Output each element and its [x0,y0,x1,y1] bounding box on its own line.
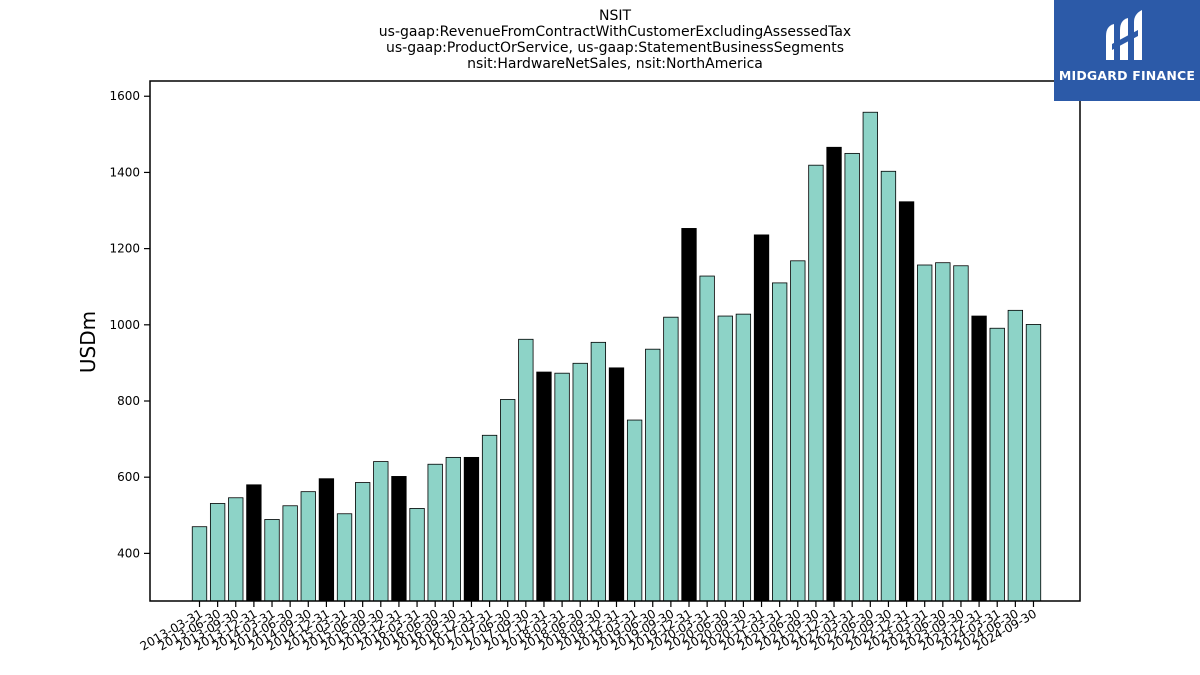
bar-2018-06-30 [572,362,588,602]
bar-2022-12-31 [898,201,915,602]
bar-2019-12-31 [681,228,697,602]
bar-2017-06-30 [500,399,516,602]
chart-title-line-3: us-gaap:ProductOrService, us-gaap:Statem… [386,40,844,56]
y-tick-label-600: 600 [117,470,140,484]
bar-2024-06-30 [1007,309,1023,602]
bar-2018-09-30 [590,341,607,602]
y-tick-label-1400: 1400 [109,165,140,179]
bar-2021-03-31 [772,282,788,602]
bars-group [191,111,1042,602]
plot-frame [149,80,1081,602]
bar-2023-03-31 [917,264,933,602]
bar-2024-03-31 [989,327,1005,602]
bar-2015-09-30 [373,461,389,602]
bar-2017-09-30 [518,338,534,602]
bar-2024-09-30 [1025,324,1042,602]
bar-2015-06-30 [355,482,371,602]
bar-2014-09-30 [300,491,316,602]
bar-2023-12-31 [971,315,987,602]
bar-2013-09-30 [228,497,244,602]
y-axis: 400 600 800 1000 1200 1400 1600 [109,89,150,560]
bar-2013-12-31 [246,484,262,602]
bar-2020-09-30 [735,313,752,602]
bar-2023-06-30 [935,262,951,602]
bar-2021-06-30 [790,260,806,602]
bar-2013-03-31 [191,526,208,602]
bar-2020-06-30 [717,315,733,602]
y-tick-label-1600: 1600 [109,89,140,103]
bar-2021-12-31 [826,146,842,602]
y-tick-label-1200: 1200 [109,242,140,256]
bar-2014-12-31 [318,478,335,602]
chart-title-line-4: nsit:HardwareNetSales, nsit:NorthAmerica [467,56,763,72]
bar-2019-03-31 [626,419,643,602]
bar-2019-06-30 [645,348,661,602]
bar-2022-09-30 [880,170,897,602]
bar-2016-12-31 [463,456,480,602]
bar-2019-09-30 [663,316,679,602]
logo-text: MIDGARD FINANCE [1058,68,1196,83]
bar-2017-03-31 [481,434,498,602]
y-axis-label: USDm [76,311,100,373]
bar-2015-03-31 [336,513,353,602]
y-tick-label-800: 800 [117,394,140,408]
bar-2018-12-31 [608,367,625,602]
logo-mark-icon [1106,10,1142,60]
chart-title-line-2: us-gaap:RevenueFromContractWithCustomerE… [379,24,851,40]
y-tick-label-1000: 1000 [109,318,140,332]
bar-2014-03-31 [264,519,280,602]
bar-2018-03-31 [554,372,570,602]
bar-2016-03-31 [409,508,425,602]
bar-2021-09-30 [808,164,824,602]
chart-title-line-1: NSIT [599,8,631,24]
bar-2014-06-30 [282,505,298,602]
bar-2013-06-30 [209,503,226,602]
y-tick-label-400: 400 [117,546,140,560]
bar-2020-12-31 [753,234,770,602]
bar-2017-12-31 [536,371,552,602]
chart-title: NSIT us-gaap:RevenueFromContractWithCust… [379,8,851,72]
bar-2022-03-31 [844,152,860,602]
bar-2020-03-31 [699,275,715,602]
bar-2016-06-30 [427,463,443,602]
midgard-finance-logo: MIDGARD FINANCE [1054,0,1200,101]
x-axis: 2013-03-312013-06-302013-09-302013-12-31… [138,601,1039,653]
bar-2016-09-30 [445,456,461,602]
bar-2015-12-31 [391,476,407,602]
bar-2023-09-30 [953,265,969,602]
bar-2022-06-30 [862,111,878,602]
